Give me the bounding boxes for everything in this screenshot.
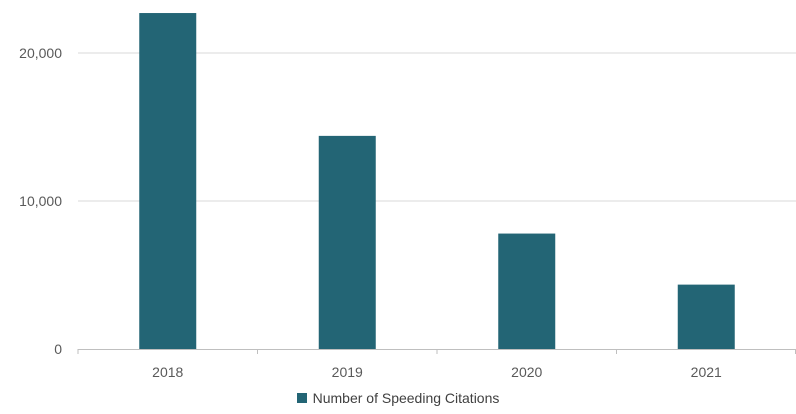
x-tick-label: 2021 xyxy=(691,364,722,380)
legend-label: Number of Speeding Citations xyxy=(312,390,500,406)
gridlines xyxy=(78,52,796,202)
bar-2018 xyxy=(139,13,197,349)
bar-2021 xyxy=(677,284,735,349)
legend-swatch xyxy=(296,393,307,403)
x-tick-label: 2018 xyxy=(152,364,183,380)
y-tick-label: 10,000 xyxy=(19,193,62,209)
y-tick-label: 20,000 xyxy=(19,45,62,61)
x-tick-labels: 2018 2019 2020 2021 xyxy=(152,364,722,380)
bar-2019 xyxy=(318,135,376,349)
y-tick-label: 0 xyxy=(54,341,62,357)
x-tick-label: 2020 xyxy=(511,364,542,380)
axes xyxy=(77,349,796,354)
x-tick-label: 2019 xyxy=(332,364,363,380)
legend: Number of Speeding Citations xyxy=(0,388,796,408)
bar-2020 xyxy=(498,233,556,349)
y-tick-labels: 0 10,000 20,000 xyxy=(19,45,62,357)
bars xyxy=(139,13,735,349)
